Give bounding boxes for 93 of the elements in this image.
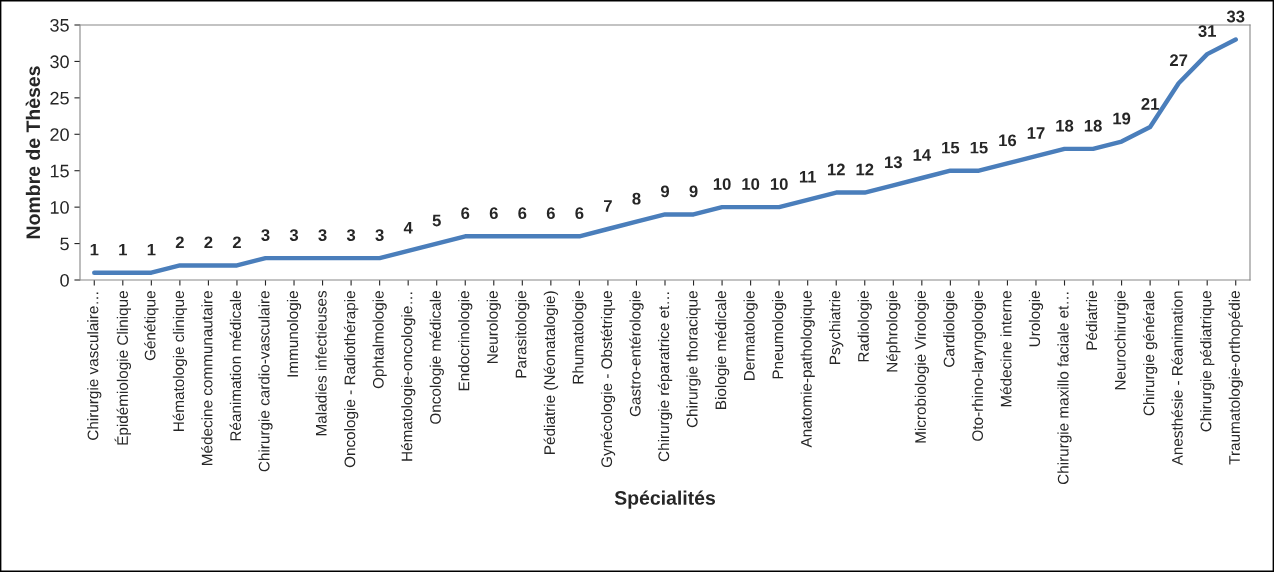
x-tick-label: Oto-rhino-laryngologie bbox=[971, 291, 987, 441]
data-label: 3 bbox=[318, 229, 327, 241]
x-tick-label: Chirurgie vasculaire… bbox=[87, 292, 102, 440]
x-tick-label: Cardiologie bbox=[943, 291, 958, 367]
x-tick-label: Biologie médicale bbox=[714, 291, 730, 409]
data-label: 33 bbox=[1226, 10, 1245, 23]
data-label: 15 bbox=[970, 141, 988, 154]
data-label: 7 bbox=[604, 200, 612, 212]
data-label: 2 bbox=[175, 236, 184, 249]
x-tick-label: Chirurgie réparatrice et… bbox=[657, 292, 673, 462]
x-tick-label: Pneumologie bbox=[772, 291, 787, 379]
data-label: 3 bbox=[346, 229, 356, 241]
data-label: 11 bbox=[799, 171, 817, 183]
data-label: 18 bbox=[1084, 119, 1102, 132]
x-tick-label: Chirurgie maxillo faciale et… bbox=[1057, 292, 1072, 485]
data-label: 1 bbox=[147, 243, 156, 256]
y-tick-label: 15 bbox=[50, 164, 69, 178]
y-axis-title: Nombre de Thèses bbox=[25, 66, 41, 239]
x-tick-label: Chirurgie générale bbox=[1142, 291, 1158, 416]
x-tick-label: Gastro-entérologie bbox=[629, 291, 644, 417]
data-label: 9 bbox=[689, 185, 698, 198]
data-label: 9 bbox=[660, 185, 670, 198]
data-label: 2 bbox=[232, 236, 241, 249]
y-tick-label: 25 bbox=[50, 91, 69, 105]
data-label: 10 bbox=[770, 178, 788, 190]
data-label: 3 bbox=[289, 229, 299, 241]
x-tick-label: Médecine interne bbox=[1000, 291, 1012, 407]
x-tick-label: Ophtalmologie bbox=[372, 291, 387, 389]
x-tick-label: Immunologie bbox=[286, 291, 302, 377]
data-label: 14 bbox=[913, 149, 932, 161]
x-tick-label: Gynécologie - Obstétrique bbox=[600, 291, 616, 468]
line-series bbox=[92, 37, 1238, 275]
y-tick-label: 10 bbox=[50, 201, 69, 214]
y-tick-label: 0 bbox=[60, 273, 69, 287]
data-label: 10 bbox=[713, 178, 731, 190]
x-tick-label: Oncologie médicale bbox=[429, 291, 444, 424]
data-label: 8 bbox=[632, 192, 641, 205]
data-label: 5 bbox=[432, 214, 441, 227]
x-tick-label: Anatomie-pathologique bbox=[800, 291, 815, 448]
data-label: 3 bbox=[261, 229, 270, 241]
y-tick-label: 20 bbox=[50, 128, 69, 142]
x-tick-label: Endocrinologie bbox=[458, 291, 473, 391]
x-axis-title: Spécialités bbox=[614, 490, 716, 509]
x-tick-label: Neurochirurgie bbox=[1114, 291, 1129, 390]
data-label: 13 bbox=[885, 156, 902, 169]
x-tick-label: Hématologie-oncologie… bbox=[400, 292, 416, 461]
data-label: 15 bbox=[942, 141, 960, 154]
x-tick-label: Chirurgie pédiatrique bbox=[1199, 291, 1215, 432]
x-tick-label: Parasitologie bbox=[515, 291, 530, 378]
data-label: 1 bbox=[119, 243, 127, 256]
data-label: 6 bbox=[461, 207, 470, 220]
data-label: 1 bbox=[90, 243, 99, 256]
x-tick-label: Psychiatrie bbox=[829, 291, 844, 364]
data-label: 4 bbox=[403, 222, 413, 234]
data-label: 21 bbox=[1141, 98, 1159, 110]
x-tick-label: Urologie bbox=[1028, 291, 1044, 347]
data-label: 12 bbox=[856, 163, 874, 176]
data-label: 6 bbox=[575, 207, 584, 220]
data-label: 10 bbox=[742, 178, 760, 190]
x-tick-label: Radiologie bbox=[857, 291, 872, 362]
x-tick-label: Maladies infectieuses bbox=[315, 290, 327, 436]
data-label: 2 bbox=[204, 236, 213, 249]
y-tick-label: 30 bbox=[50, 55, 69, 69]
x-tick-label: Épidémiologie Clinique bbox=[114, 291, 132, 445]
data-label: 16 bbox=[999, 134, 1017, 147]
x-tick-label: Traumatologie-orthopédie bbox=[1228, 291, 1243, 465]
y-tick-label: 35 bbox=[50, 18, 69, 32]
y-tick-label: 5 bbox=[60, 237, 69, 251]
x-tick-label: Hématologie clinique bbox=[172, 291, 188, 431]
x-tick-label: Pédiatrie bbox=[1085, 291, 1098, 350]
x-tick-label: Neurologie bbox=[486, 291, 501, 364]
data-label: 3 bbox=[375, 229, 384, 241]
data-label: 18 bbox=[1056, 119, 1074, 132]
x-tick-label: Génétique bbox=[144, 291, 159, 361]
data-label: 31 bbox=[1198, 25, 1216, 37]
data-label: 12 bbox=[828, 163, 845, 176]
x-tick-label: Chirurgie thoracique bbox=[686, 291, 701, 428]
x-tick-label: Pédiatrie (Néonatalogie) bbox=[543, 291, 559, 454]
x-tick-label: Oncologie - Radiothérapie bbox=[343, 291, 359, 468]
x-tick-label: Rhumatologie bbox=[572, 291, 587, 384]
x-tick-label: Microbiologie Virologie bbox=[914, 291, 929, 443]
x-tick-label: Néphrologie bbox=[886, 291, 901, 372]
x-tick-label: Chirurgie cardio-vasculaire bbox=[258, 291, 273, 472]
data-label: 6 bbox=[489, 207, 498, 220]
x-tick-label: Médecine communautaire bbox=[201, 291, 213, 465]
data-label: 19 bbox=[1113, 112, 1131, 125]
x-tick-label: Réanimation médicale bbox=[229, 291, 242, 441]
x-tick-label: Dermatologie bbox=[743, 291, 758, 381]
data-label: 17 bbox=[1027, 127, 1045, 139]
data-label: 27 bbox=[1169, 54, 1188, 66]
data-label: 6 bbox=[546, 207, 555, 220]
data-label: 6 bbox=[518, 207, 527, 220]
x-tick-label: Anesthésie - Réanimation bbox=[1171, 291, 1183, 466]
